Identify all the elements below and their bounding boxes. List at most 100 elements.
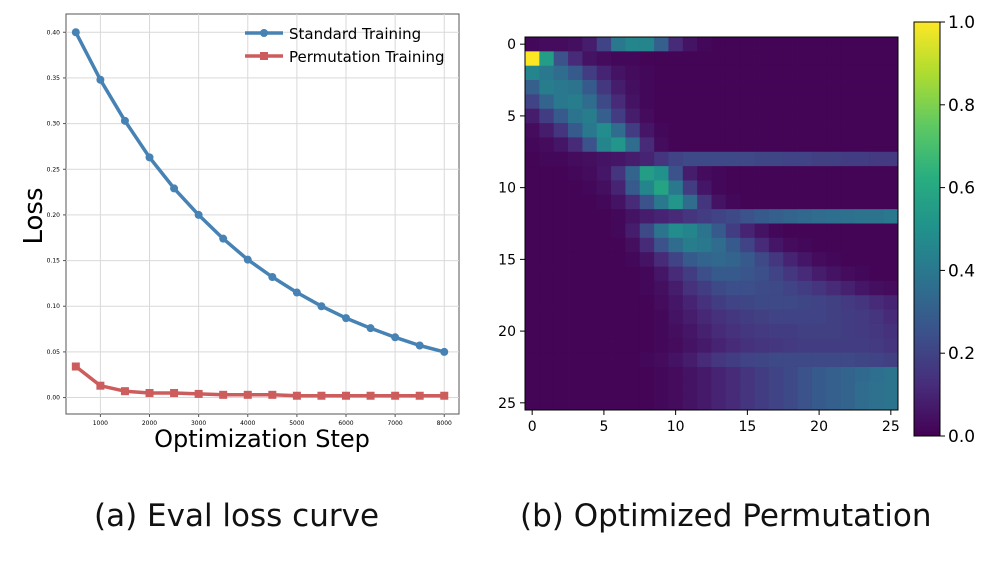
heatmap-cell <box>883 194 899 210</box>
heatmap-cell <box>682 352 698 368</box>
heatmap-cell <box>883 209 899 224</box>
heatmap-cell <box>625 395 641 411</box>
heatmap-cell <box>854 266 870 282</box>
heatmap-cell <box>568 65 583 81</box>
heatmap-cell <box>754 252 770 267</box>
heatmap-cell <box>883 94 899 110</box>
data-point <box>317 302 326 311</box>
heatmap-cell <box>783 151 798 167</box>
heatmap-cell <box>668 151 684 167</box>
heatmap-cell <box>725 209 741 224</box>
heatmap-cell <box>525 295 540 310</box>
heatmap-cell <box>611 237 626 253</box>
heatmap-cell <box>668 137 684 153</box>
heatmap-cell <box>639 80 655 95</box>
line-chart-legend: Standard Training Permutation Training <box>245 25 445 66</box>
heatmap-cell <box>582 123 598 138</box>
heatmap-cell <box>811 51 827 67</box>
heatmap-cell <box>568 309 583 325</box>
heatmap-cell <box>611 223 626 239</box>
heatmap-cell <box>596 166 612 181</box>
heatmap-cell <box>639 366 655 382</box>
data-point <box>219 390 228 399</box>
heatmap-cell <box>854 108 870 124</box>
heatmap-cell <box>811 237 827 253</box>
heatmap-cell <box>568 180 583 196</box>
heatmap-cell <box>768 37 784 52</box>
legend-marker-permutation <box>260 52 268 60</box>
heatmap-cell <box>711 237 727 253</box>
heatmap-cell <box>539 252 555 267</box>
heatmap-cell <box>697 37 712 52</box>
heatmap-cell <box>754 80 770 95</box>
heatmap-cell <box>883 65 899 81</box>
heatmap-cell <box>596 237 612 253</box>
heatmap-cell <box>826 194 842 210</box>
heatmap-cell <box>740 108 755 124</box>
heatmap-cell <box>596 209 612 224</box>
heatmap-cell <box>697 323 712 339</box>
heatmap-cell <box>668 166 684 181</box>
heatmap-cell <box>811 323 827 339</box>
heatmap-cell <box>553 237 569 253</box>
y-axis-label: Loss <box>19 187 49 244</box>
heatmap-cell <box>783 237 798 253</box>
heatmap-cell <box>553 381 569 397</box>
heatmap-cell <box>783 366 798 382</box>
heatmap-cell <box>840 37 856 52</box>
heatmap-cell <box>611 366 626 382</box>
heatmap-cell <box>668 237 684 253</box>
heatmap-cell <box>711 366 727 382</box>
heatmap-cell <box>582 309 598 325</box>
heatmap-cell <box>625 237 641 253</box>
heatmap-cell <box>768 266 784 282</box>
heatmap-cell <box>525 151 540 167</box>
heatmap-cell <box>611 209 626 224</box>
heatmap-cell <box>654 37 669 52</box>
heatmap-cell <box>725 94 741 110</box>
heatmap-cell <box>582 352 598 368</box>
heatmap-cell <box>553 209 569 224</box>
heatmap-cell <box>797 381 813 397</box>
heatmap-cell <box>869 180 885 196</box>
heatmap-cell <box>811 108 827 124</box>
heatmap-cell <box>553 80 569 95</box>
heatmap-cell <box>768 65 784 81</box>
heatmap-cell <box>639 395 655 411</box>
heatmap-cell <box>840 94 856 110</box>
heatmap-cell <box>725 137 741 153</box>
heatmap-cell <box>596 323 612 339</box>
heatmap-cell <box>553 338 569 354</box>
heatmap-cell <box>682 381 698 397</box>
heatmap-cell <box>711 381 727 397</box>
heatmap-cell <box>883 166 899 181</box>
heatmap-cell <box>568 94 583 110</box>
heatmap-cell <box>840 223 856 239</box>
heatmap-cell <box>783 309 798 325</box>
heatmap-cell <box>740 166 755 181</box>
heatmap-cell <box>754 194 770 210</box>
heatmap-cell <box>768 51 784 67</box>
data-point <box>317 391 326 400</box>
heatmap-cell <box>768 366 784 382</box>
heatmap-cell <box>668 223 684 239</box>
heatmap-cell <box>711 51 727 67</box>
heatmap-cell <box>568 395 583 411</box>
heatmap-cell <box>754 266 770 282</box>
heatmap-cell <box>768 223 784 239</box>
heatmap-cell <box>596 80 612 95</box>
heatmap-cell <box>826 237 842 253</box>
heatmap-cell <box>783 252 798 267</box>
heatmap-cell <box>826 108 842 124</box>
heatmap-cell <box>797 266 813 282</box>
heatmap-cell <box>711 166 727 181</box>
heatmap-cell <box>539 381 555 397</box>
heatmap-cell <box>725 108 741 124</box>
heatmap-cell <box>754 280 770 296</box>
heatmap-cell <box>711 309 727 325</box>
heatmap-cell <box>654 194 669 210</box>
heatmap-cell <box>611 266 626 282</box>
heatmap-x-tick-label: 0 <box>528 419 537 435</box>
heatmap-cell <box>668 252 684 267</box>
heatmap-cell <box>596 137 612 153</box>
